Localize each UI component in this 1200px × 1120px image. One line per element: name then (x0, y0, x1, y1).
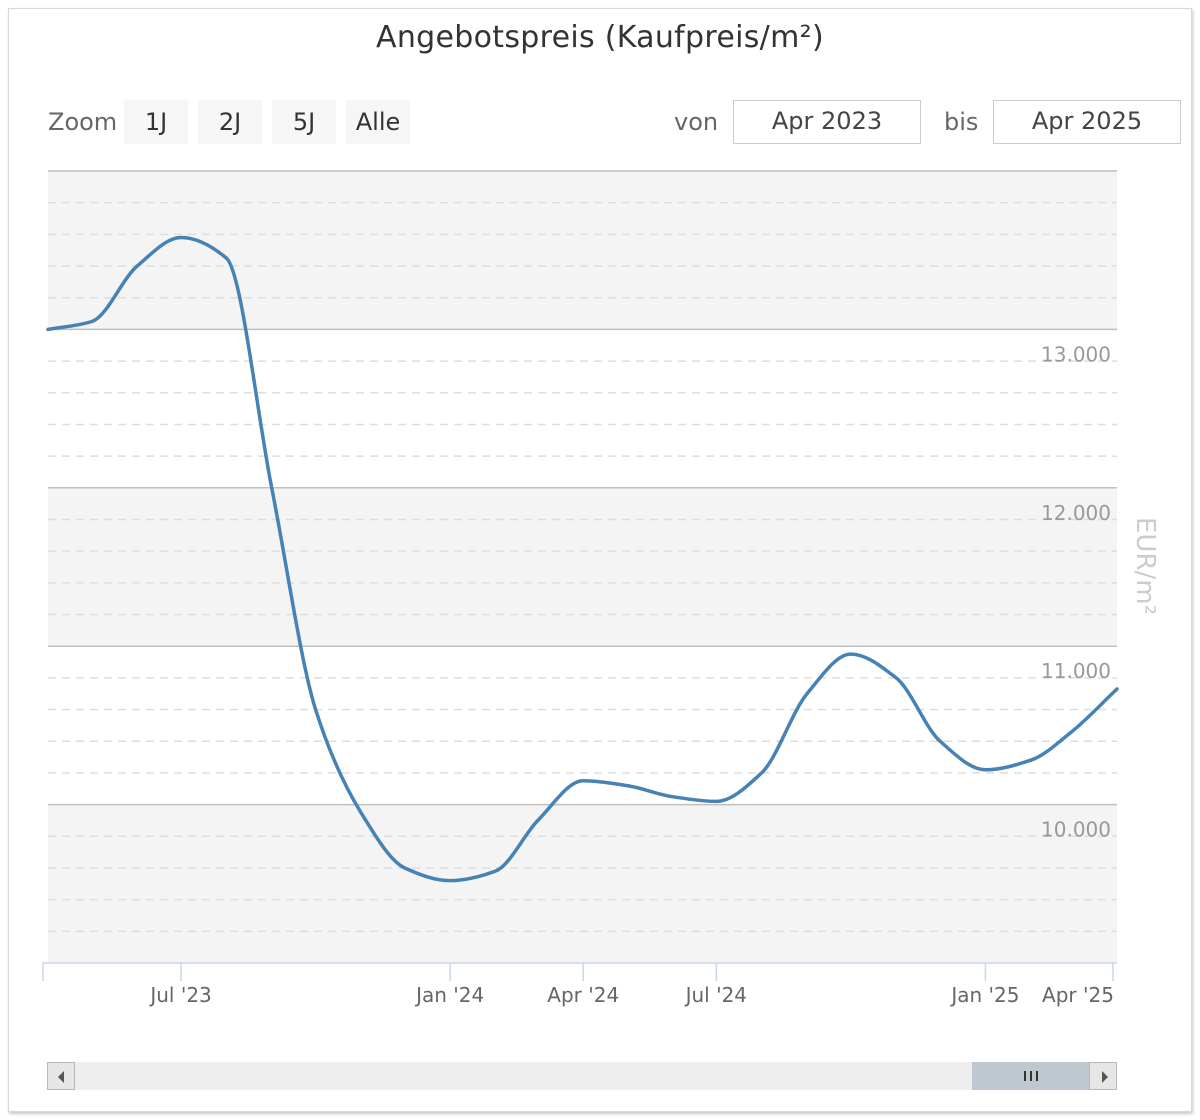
y-axis-labels: 10.000 11.000 12.000 13.000 (1041, 342, 1111, 841)
scroll-left-button[interactable] (47, 1062, 75, 1090)
y-tick-label: 10.000 (1041, 818, 1111, 842)
major-gridlines (48, 170, 1117, 806)
zoom-button-2y[interactable]: 2J (198, 100, 262, 144)
zoom-button-all[interactable]: Alle (346, 100, 410, 144)
zoom-label: Zoom (48, 108, 118, 136)
x-axis: Jul '23 Jan '24 Apr '24 Jul '24 Jan '25 Apr '… (42, 962, 1117, 1007)
plot-band (48, 804, 1117, 963)
to-label: bis (944, 108, 979, 136)
arrow-right-icon (1102, 1071, 1108, 1083)
y-axis-title: EUR/m² (1130, 517, 1160, 615)
to-date-input[interactable]: Apr 2025 (993, 100, 1181, 144)
series-line (46, 235, 1119, 883)
grip-line-icon (1030, 1071, 1032, 1081)
plot-band (48, 487, 1117, 647)
x-tick-label: Jan '24 (414, 983, 484, 1007)
scroll-right-button[interactable] (1089, 1062, 1117, 1090)
minor-gridlines (48, 201, 1117, 933)
y-tick-label: 12.000 (1041, 501, 1111, 525)
x-tick-label: Apr '25 (1042, 983, 1114, 1007)
arrow-left-icon (58, 1071, 64, 1083)
chart-title: Angebotspreis (Kaufpreis/m²) (376, 20, 824, 55)
grip-line-icon (1024, 1071, 1026, 1081)
zoom-button-5y[interactable]: 5J (272, 100, 336, 144)
from-date-input[interactable]: Apr 2023 (733, 100, 921, 144)
plot-band (48, 171, 1117, 330)
y-tick-label: 11.000 (1041, 659, 1111, 683)
x-tick-label: Jan '25 (949, 983, 1019, 1007)
x-tick-label: Apr '24 (547, 983, 619, 1007)
series-group (46, 235, 1119, 883)
plot-bands (48, 171, 1117, 963)
grip-line-icon (1036, 1071, 1038, 1081)
y-tick-label: 13.000 (1041, 342, 1111, 366)
zoom-button-1y[interactable]: 1J (124, 100, 188, 144)
x-tick-label: Jul '23 (148, 983, 211, 1007)
navigator-scrollbar-thumb[interactable] (972, 1062, 1090, 1090)
from-label: von (674, 108, 719, 136)
x-tick-label: Jul '24 (684, 983, 747, 1007)
navigator-scrollbar-track[interactable] (47, 1062, 1117, 1090)
